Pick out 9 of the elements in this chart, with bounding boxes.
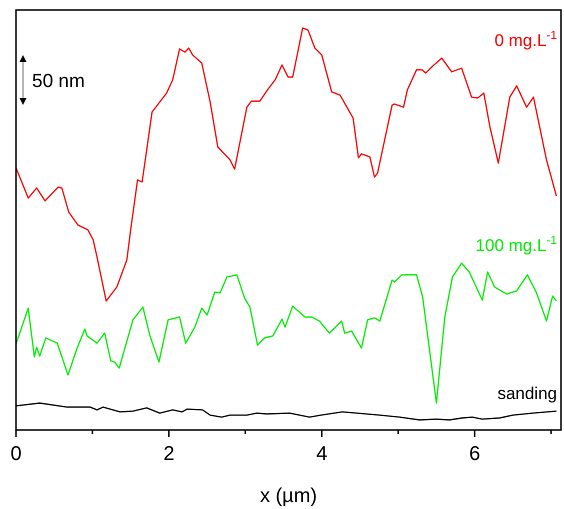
annotation: 50 nm — [32, 71, 85, 92]
x-tick-label: 2 — [163, 443, 174, 465]
x-tick-label: 0 — [10, 443, 22, 465]
x-tick-label: 6 — [469, 443, 480, 465]
x-axis-title: x (µm) — [260, 485, 318, 507]
series-label: sanding — [497, 384, 557, 404]
x-tick-label: 4 — [316, 443, 328, 465]
text: 0 mg.L$^{-1}$ — [494, 28, 558, 50]
series-label: 100 mg.L$^{-1}$ — [476, 233, 558, 256]
